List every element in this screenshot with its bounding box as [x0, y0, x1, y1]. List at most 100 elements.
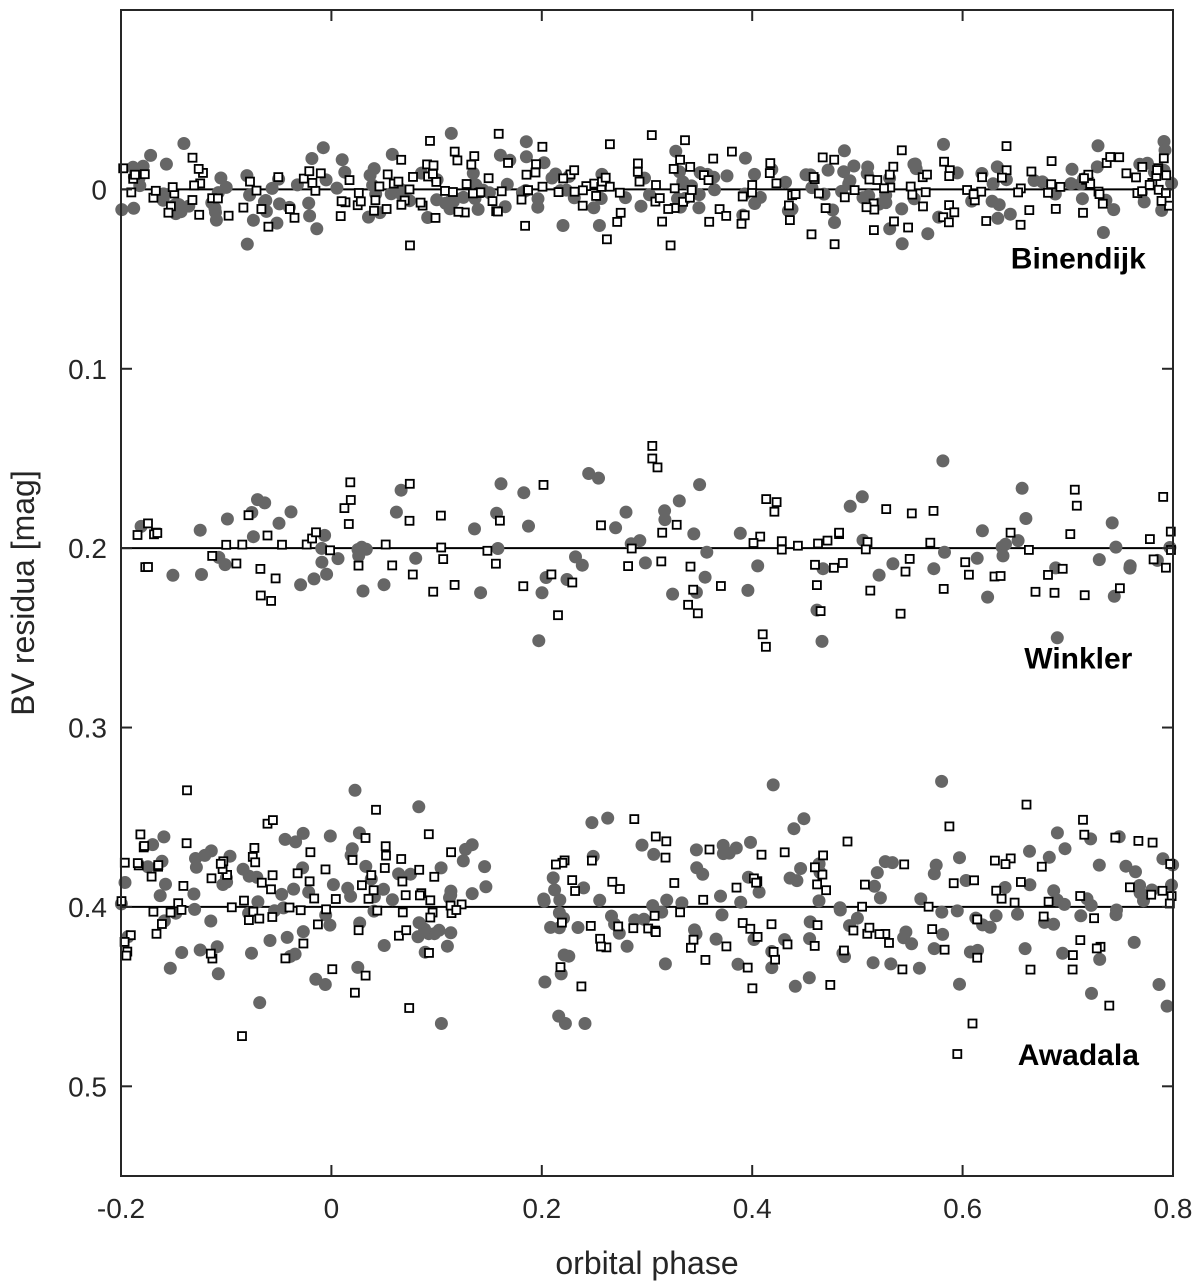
point-binendijk-open [396, 154, 407, 165]
point-awadala-filled [351, 960, 365, 974]
point-binendijk-open [1114, 152, 1125, 163]
point-winkler-open [652, 462, 663, 473]
point-winkler-open [1079, 590, 1090, 601]
point-awadala-open [821, 885, 831, 896]
point-winkler-open [1115, 583, 1125, 594]
point-awadala-open [686, 942, 696, 953]
point-awadala-open [1104, 1000, 1115, 1011]
point-binendijk-open [449, 146, 460, 157]
point-binendijk-open [829, 239, 840, 250]
point-winkler-filled [619, 505, 633, 519]
point-binendijk-open [615, 207, 626, 218]
point-binendijk-filled [177, 137, 191, 150]
point-binendijk-filled [330, 181, 344, 195]
point-awadala-open [857, 901, 867, 912]
point-winkler-filled [970, 551, 984, 565]
point-winkler-filled [855, 490, 869, 504]
point-awadala-open [182, 785, 192, 796]
point-awadala-open [551, 859, 561, 870]
point-winkler-filled [246, 530, 260, 544]
point-awadala-filled [884, 957, 898, 971]
point-binendijk-filled [1064, 177, 1078, 191]
point-binendijk-open [1156, 195, 1167, 206]
point-awadala-filled [866, 956, 880, 970]
point-winkler-open [1069, 484, 1080, 495]
point-awadala-open [768, 947, 779, 957]
point-binendijk-open [1024, 205, 1035, 216]
point-winkler-open [793, 540, 803, 551]
point-awadala-open [353, 925, 364, 936]
point-awadala-open [1157, 885, 1168, 896]
point-binendijk-filled [240, 237, 254, 251]
point-binendijk-open [1105, 152, 1116, 162]
point-awadala-filled [251, 895, 265, 909]
point-binendijk-filled [937, 137, 950, 151]
point-awadala-filled [850, 911, 864, 925]
point-awadala-open [1075, 935, 1086, 945]
point-awadala-filled [585, 816, 599, 830]
point-awadala-open [372, 905, 383, 916]
point-binendijk-open [521, 169, 532, 180]
point-awadala-open [304, 876, 315, 887]
point-awadala-open [121, 950, 132, 961]
point-binendijk-open [569, 165, 580, 176]
point-binendijk-filled [430, 193, 444, 207]
point-binendijk-open [430, 212, 441, 223]
point-binendijk-open [355, 196, 366, 207]
point-binendijk-open [736, 218, 747, 229]
point-winkler-open [436, 542, 447, 553]
point-binendijk-filled [669, 144, 683, 158]
point-binendijk-open [1046, 156, 1057, 167]
point-awadala-open [782, 939, 793, 950]
point-winkler-open [435, 510, 446, 521]
point-winkler-open [152, 528, 163, 538]
point-winkler-filled [193, 523, 207, 537]
point-binendijk-open [466, 159, 477, 170]
point-winkler-filled [693, 478, 707, 492]
point-awadala-open [205, 948, 216, 959]
point-awadala-filled [548, 883, 562, 897]
point-awadala-filled [553, 893, 567, 907]
point-awadala-open [1043, 896, 1054, 907]
point-awadala-filled [929, 858, 943, 872]
point-binendijk-open [130, 169, 140, 180]
point-awadala-open [451, 905, 462, 915]
point-awadala-open [267, 815, 278, 825]
point-awadala-open [704, 844, 715, 855]
point-awadala-filled [714, 889, 727, 903]
point-binendijk-open [523, 185, 533, 196]
point-awadala-filled [323, 829, 337, 843]
point-binendijk-open [668, 163, 679, 174]
point-binendijk-open [747, 180, 758, 190]
point-winkler-filled [409, 551, 423, 565]
point-awadala-open [731, 882, 742, 893]
point-winkler-open [325, 545, 336, 556]
point-winkler-open [255, 590, 266, 601]
point-awadala-open [139, 841, 150, 851]
point-winkler-open [748, 538, 759, 548]
point-awadala-filled [153, 889, 167, 903]
point-awadala-open [927, 924, 938, 934]
point-binendijk-open [604, 181, 615, 192]
point-binendijk-filled [246, 213, 260, 227]
point-awadala-filled [1133, 879, 1147, 892]
point-binendijk-open [651, 180, 661, 190]
point-awadala-open [1075, 891, 1086, 901]
point-awadala-open [146, 871, 157, 882]
point-binendijk-filled [779, 175, 792, 189]
point-awadala-filled [236, 862, 250, 876]
point-winkler-open [1158, 491, 1169, 502]
point-binendijk-open [790, 189, 801, 200]
point-awadala-open [309, 893, 320, 904]
y-tick-label: 0.1 [68, 354, 107, 385]
point-binendijk-open [537, 181, 548, 192]
point-winkler-open [928, 505, 939, 516]
point-winkler-open [964, 569, 974, 580]
point-binendijk-open [981, 216, 992, 226]
point-binendijk-open [193, 163, 204, 174]
point-awadala-open [239, 895, 249, 906]
point-winkler-open [243, 510, 254, 521]
point-binendijk-filled [363, 168, 377, 182]
point-awadala-filled [318, 978, 332, 991]
point-awadala-open [380, 841, 391, 852]
